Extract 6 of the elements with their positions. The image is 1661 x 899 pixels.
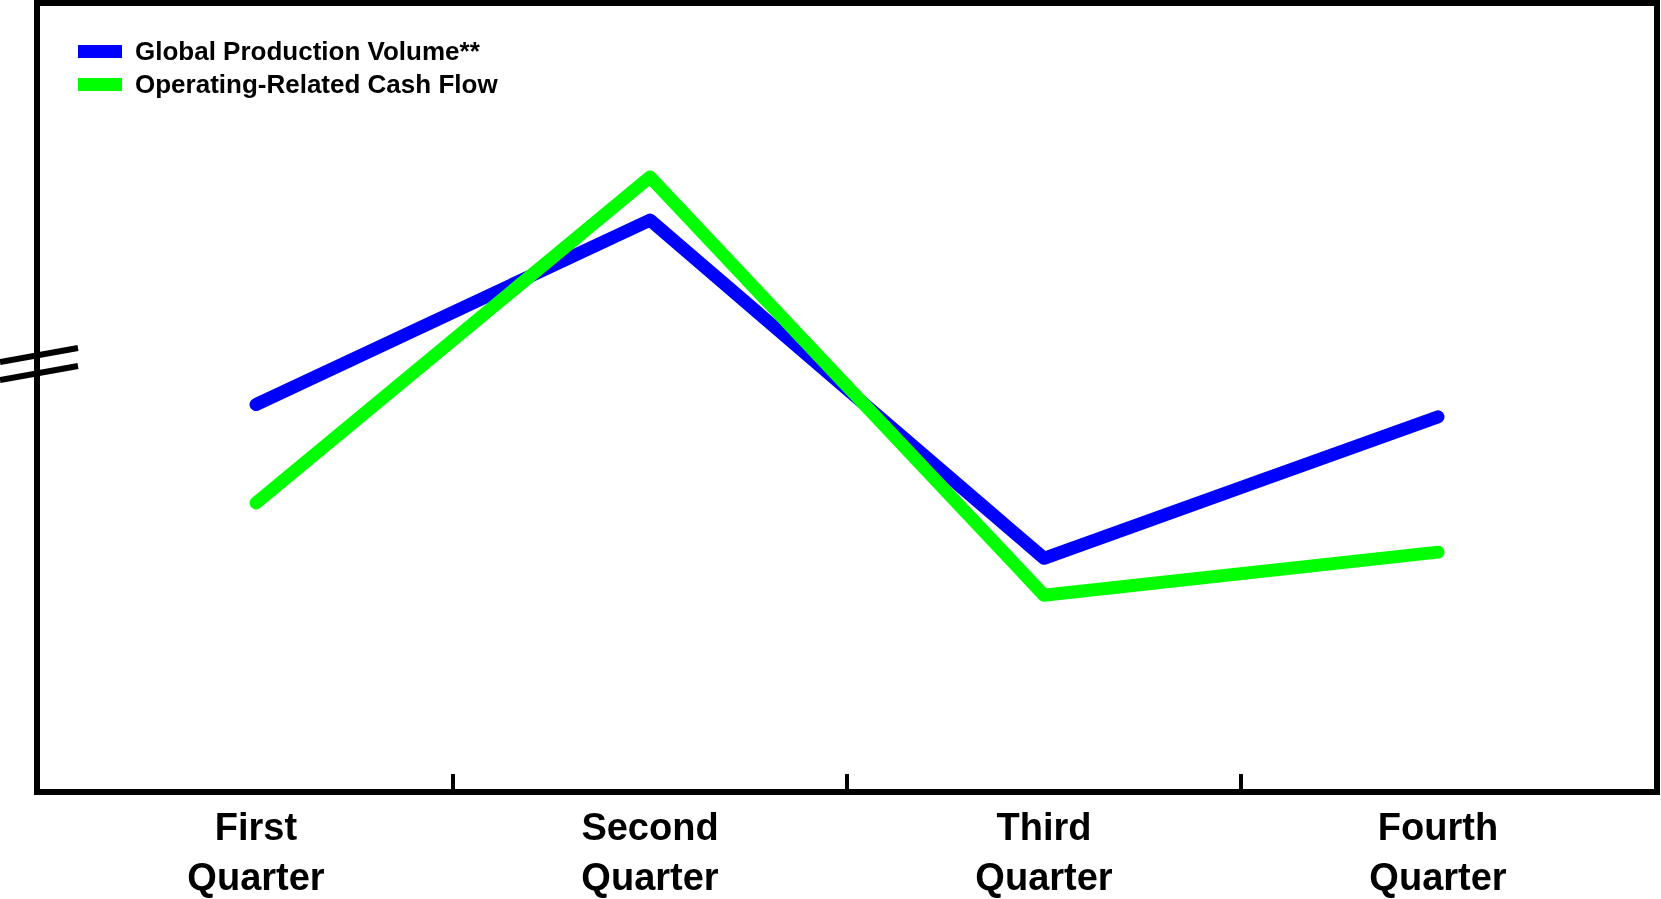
x-tick-label: First Quarter <box>187 806 325 898</box>
x-tick-label: Fourth Quarter <box>1369 806 1507 898</box>
x-tick-label: Second Quarter <box>581 806 719 898</box>
x-tick-label: Third Quarter <box>975 806 1113 898</box>
legend-label: Global Production Volume** <box>135 36 481 66</box>
legend-label: Operating-Related Cash Flow <box>135 69 499 99</box>
